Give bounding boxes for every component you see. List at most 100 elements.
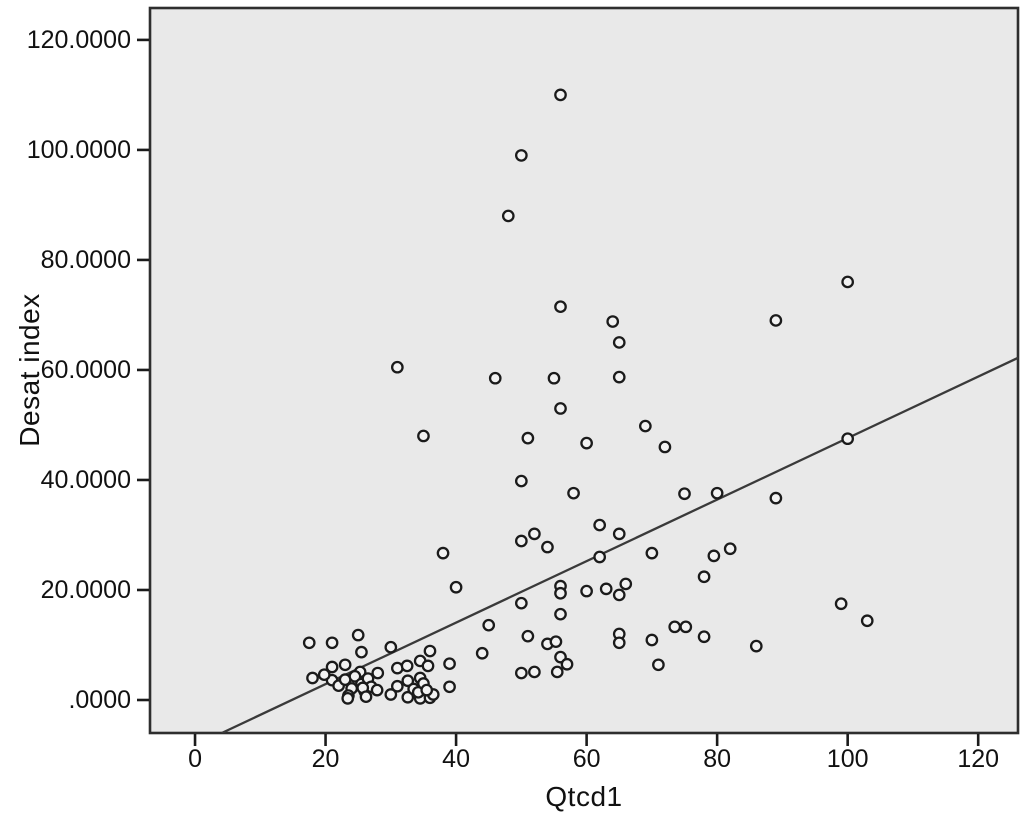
x-tick-label: 20 <box>312 745 340 773</box>
data-point <box>612 336 626 349</box>
data-point <box>612 588 626 602</box>
data-point <box>417 429 430 443</box>
data-point <box>384 640 398 654</box>
data-point <box>390 679 404 693</box>
data-point <box>652 658 665 672</box>
data-point <box>351 628 365 642</box>
data-point <box>645 546 659 560</box>
data-point <box>514 534 528 548</box>
data-point <box>401 674 415 688</box>
data-point <box>679 620 693 634</box>
data-point <box>707 549 721 563</box>
data-point <box>554 300 567 314</box>
data-point <box>769 491 783 505</box>
plot-area <box>148 6 1020 735</box>
data-point <box>302 636 316 650</box>
x-tick-label: 120 <box>957 745 999 773</box>
data-point <box>488 371 502 385</box>
data-point <box>619 577 633 591</box>
data-point <box>593 550 607 564</box>
data-point <box>514 149 528 162</box>
data-point <box>355 645 368 659</box>
data-point <box>384 688 398 701</box>
data-point <box>547 371 561 385</box>
data-point <box>317 668 331 682</box>
y-tick-label: 120.0000 <box>27 26 131 54</box>
y-tick-label: .0000 <box>68 686 131 714</box>
data-point <box>668 620 682 634</box>
data-point <box>370 683 384 697</box>
data-point <box>521 629 535 643</box>
data-point <box>612 370 626 384</box>
data-point <box>420 683 434 697</box>
data-point <box>514 596 528 610</box>
data-point <box>834 597 848 611</box>
x-axis-title: Qtcd1 <box>545 781 623 812</box>
y-tick-label: 40.0000 <box>41 466 131 494</box>
data-point <box>436 546 450 560</box>
data-point <box>723 542 737 556</box>
y-tick-label: 80.0000 <box>41 246 131 274</box>
data-point <box>599 582 613 596</box>
data-point <box>338 658 352 672</box>
data-point <box>541 540 554 554</box>
data-point <box>860 614 874 628</box>
data-point <box>423 644 437 658</box>
data-point <box>449 580 463 594</box>
data-point <box>528 527 541 541</box>
data-point <box>325 660 339 674</box>
data-point <box>697 570 711 584</box>
data-point <box>749 639 763 653</box>
data-point <box>514 666 528 680</box>
data-point <box>612 527 626 541</box>
data-point <box>371 666 385 680</box>
data-point <box>580 584 593 598</box>
data-point <box>580 436 593 450</box>
data-point <box>401 690 415 704</box>
x-tick-label: 0 <box>188 745 202 773</box>
data-point <box>549 635 563 649</box>
data-point <box>528 665 541 679</box>
x-tick-label: 40 <box>442 745 470 773</box>
data-point <box>678 487 691 501</box>
data-point <box>550 665 564 679</box>
data-point <box>443 657 456 671</box>
data-point <box>482 618 496 632</box>
data-point <box>841 432 855 446</box>
data-point <box>658 440 672 454</box>
data-point <box>325 636 339 650</box>
data-point <box>554 402 567 415</box>
y-tick-label: 60.0000 <box>41 356 131 384</box>
data-point <box>521 431 535 445</box>
data-point <box>514 474 528 488</box>
data-point <box>697 630 711 644</box>
data-point <box>593 518 607 532</box>
data-point <box>390 360 404 374</box>
x-tick-label: 80 <box>703 745 731 773</box>
data-point <box>554 607 567 621</box>
x-tick-label: 100 <box>827 745 869 773</box>
data-point <box>769 314 783 327</box>
data-point <box>554 586 567 600</box>
data-point <box>710 486 724 500</box>
data-point <box>501 209 515 223</box>
data-point <box>645 633 659 647</box>
x-tick-label: 60 <box>573 745 601 773</box>
data-point <box>841 275 855 289</box>
data-point <box>341 691 355 705</box>
data-point <box>306 671 319 685</box>
data-point <box>400 659 414 673</box>
data-point <box>612 636 626 650</box>
data-point <box>359 690 373 704</box>
data-point <box>421 659 435 673</box>
y-tick-label: 100.0000 <box>27 136 131 164</box>
data-point <box>606 315 620 328</box>
data-point <box>554 88 567 102</box>
data-point <box>638 419 652 433</box>
data-point <box>567 486 580 500</box>
data-point <box>443 680 456 694</box>
data-point <box>348 669 362 683</box>
y-axis-title: Desat index <box>14 293 45 447</box>
